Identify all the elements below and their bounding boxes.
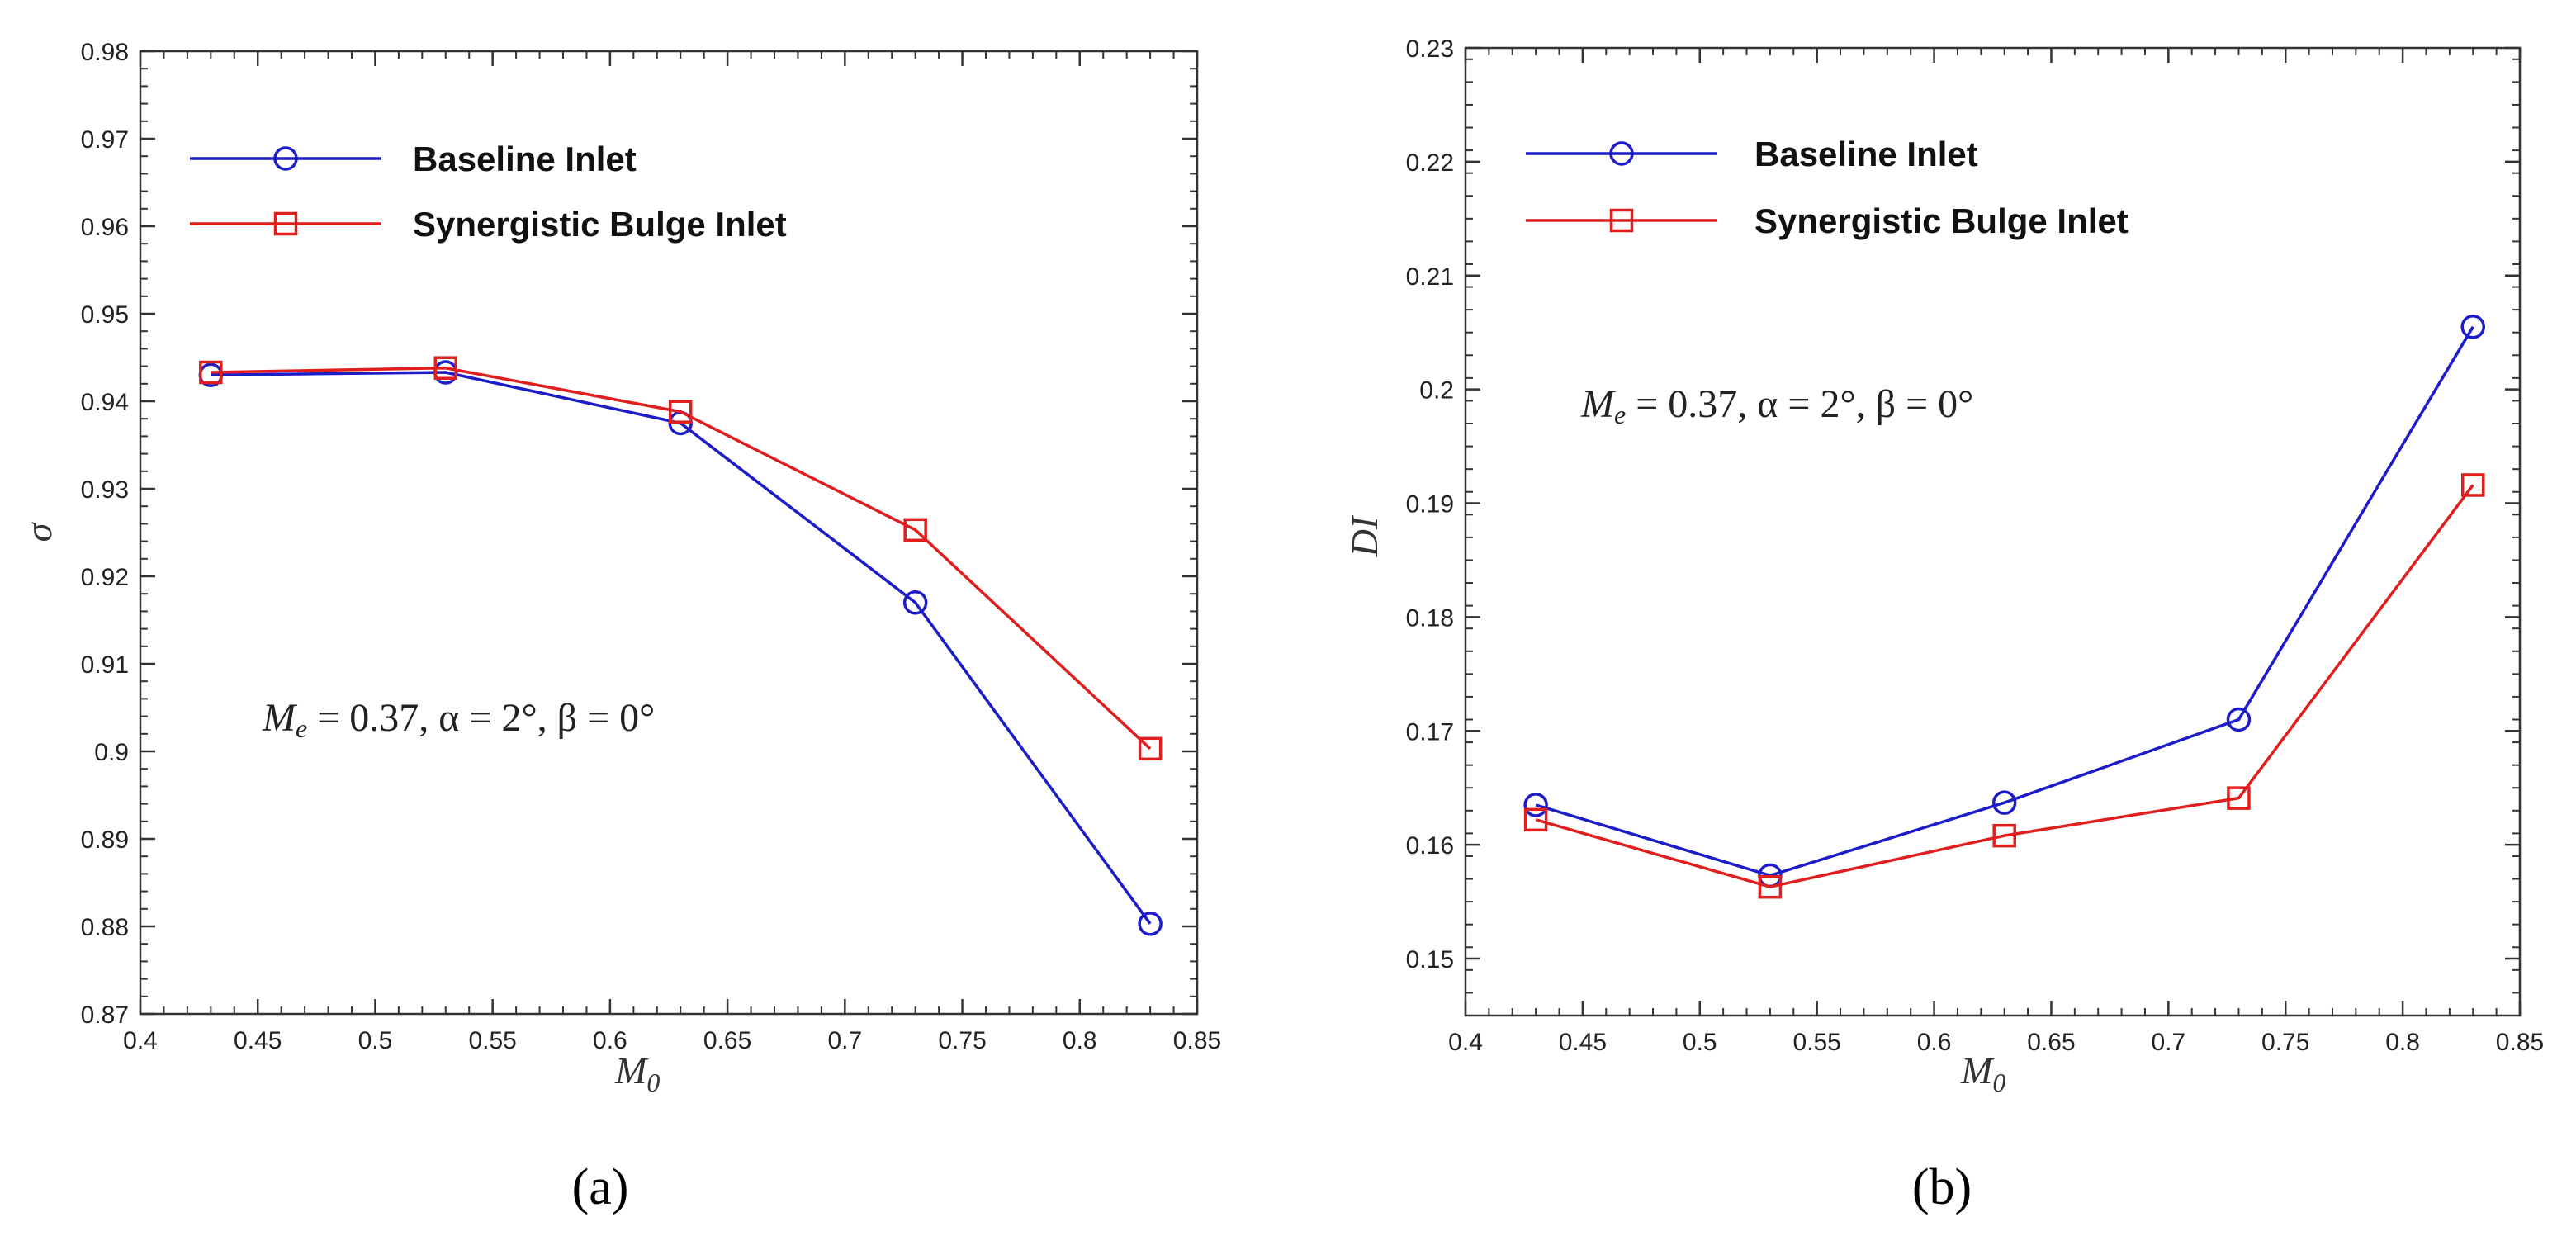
y-tick-label: 0.92: [81, 564, 129, 591]
y-tick-label: 0.87: [81, 1002, 129, 1029]
series-line: [1535, 325, 2474, 878]
x-tick-label: 0.7: [2151, 1029, 2185, 1056]
y-tick-label: 0.21: [1406, 263, 1454, 291]
legend-marker: [1609, 141, 1634, 166]
legend-label: Synergistic Bulge Inlet: [413, 205, 787, 244]
x-tick-label: 0.5: [358, 1027, 393, 1054]
x-tick-label: 0.8: [2385, 1029, 2420, 1056]
y-tick-label: 0.88: [81, 914, 129, 941]
y-tick-label: 0.97: [81, 126, 129, 154]
x-tick-label: 0.5: [1683, 1029, 1717, 1056]
x-tick-label: 0.75: [2261, 1029, 2309, 1056]
y-tick-label: 0.89: [81, 826, 129, 854]
x-tick-label: 0.7: [827, 1027, 862, 1054]
x-tick-label: 0.55: [1792, 1029, 1840, 1056]
data-point: [668, 400, 693, 424]
panel-caption: (a): [572, 1159, 629, 1215]
data-point: [1138, 912, 1163, 936]
data-point: [1758, 874, 1783, 899]
data-point: [433, 356, 458, 380]
x-tick-label: 0.65: [2027, 1029, 2075, 1056]
data-point: [2227, 786, 2251, 810]
x-tick-label: 0.6: [593, 1027, 627, 1054]
legend: Baseline Inlet Synergistic Bulge Inlet: [190, 140, 787, 244]
x-tick-label: 0.85: [2496, 1029, 2544, 1056]
x-axis-label: M0: [614, 1049, 660, 1097]
y-tick-label: 0.16: [1406, 832, 1454, 860]
chart-panel-1: 0.4 0.45 0.5 0.55 0.6 0.65 0.7 0.75 0.8 0.85 0.87 0…: [17, 39, 1221, 1215]
series-line: [211, 366, 1152, 751]
x-tick-label: 0.45: [1559, 1029, 1607, 1056]
x-tick-label: 0.45: [234, 1027, 282, 1054]
legend-label: Synergistic Bulge Inlet: [1754, 201, 2129, 240]
annotation: Me = 0.37, α = 2°, β = 0°: [262, 696, 655, 743]
plot-frame: [1464, 46, 2522, 1017]
legend-marker: [273, 211, 298, 236]
y-tick-label: 0.19: [1406, 491, 1454, 519]
y-tick-label: 0.93: [81, 476, 129, 504]
data-point: [199, 360, 223, 385]
series-bulge: [1523, 473, 2485, 899]
y-tick-label: 0.9: [94, 739, 129, 766]
legend: Baseline Inlet Synergistic Bulge Inlet: [1526, 135, 2129, 240]
x-tick-label: 0.65: [703, 1027, 751, 1054]
data-point: [1523, 793, 1548, 817]
data-point: [2460, 473, 2485, 497]
y-tick-label: 0.22: [1406, 149, 1454, 177]
y-tick-label: 0.23: [1406, 36, 1454, 63]
y-axis-label: σ: [17, 521, 59, 542]
y-tick-label: 0.91: [81, 651, 129, 679]
y-tick-label: 0.15: [1406, 946, 1454, 973]
annotation: Me = 0.37, α = 2°, β = 0°: [1580, 382, 1973, 429]
data-point: [1138, 736, 1163, 761]
chart-panel-2: 0.4 0.45 0.5 0.55 0.6 0.65 0.7 0.75 0.8 0.85 0.15 0…: [1343, 36, 2544, 1215]
x-tick-label: 0.75: [938, 1027, 986, 1054]
y-tick-label: 0.95: [81, 301, 129, 329]
data-point: [2460, 315, 2485, 339]
y-tick-label: 0.96: [81, 214, 129, 241]
data-point: [903, 518, 927, 542]
data-point: [902, 590, 928, 615]
x-axis-label: M0: [1960, 1049, 2005, 1097]
data-point: [1523, 807, 1548, 832]
x-tick-label: 0.8: [1063, 1027, 1097, 1054]
x-tick-label: 0.55: [468, 1027, 516, 1054]
data-point: [2226, 707, 2252, 732]
legend-marker: [273, 146, 298, 171]
series-line: [1535, 484, 2474, 888]
y-axis-label: DI: [1343, 514, 1385, 557]
y-tick-label: 0.94: [81, 389, 129, 416]
panel-caption: (b): [1912, 1159, 1972, 1215]
x-tick-label: 0.6: [1917, 1029, 1952, 1056]
legend-label: Baseline Inlet: [1754, 135, 1978, 173]
y-tick-label: 0.98: [81, 39, 129, 66]
data-point: [1991, 790, 2017, 815]
y-tick-label: 0.2: [1419, 377, 1454, 405]
x-tick-label: 0.4: [123, 1027, 158, 1054]
series-bulge: [199, 356, 1163, 761]
plot-frame: [139, 50, 1199, 1016]
legend-label: Baseline Inlet: [413, 140, 637, 178]
data-point: [1992, 823, 2016, 848]
legend-marker: [1609, 208, 1634, 233]
y-tick-label: 0.17: [1406, 718, 1454, 746]
x-tick-label: 0.4: [1448, 1029, 1483, 1056]
y-tick-label: 0.18: [1406, 604, 1454, 632]
x-tick-label: 0.85: [1173, 1027, 1221, 1054]
